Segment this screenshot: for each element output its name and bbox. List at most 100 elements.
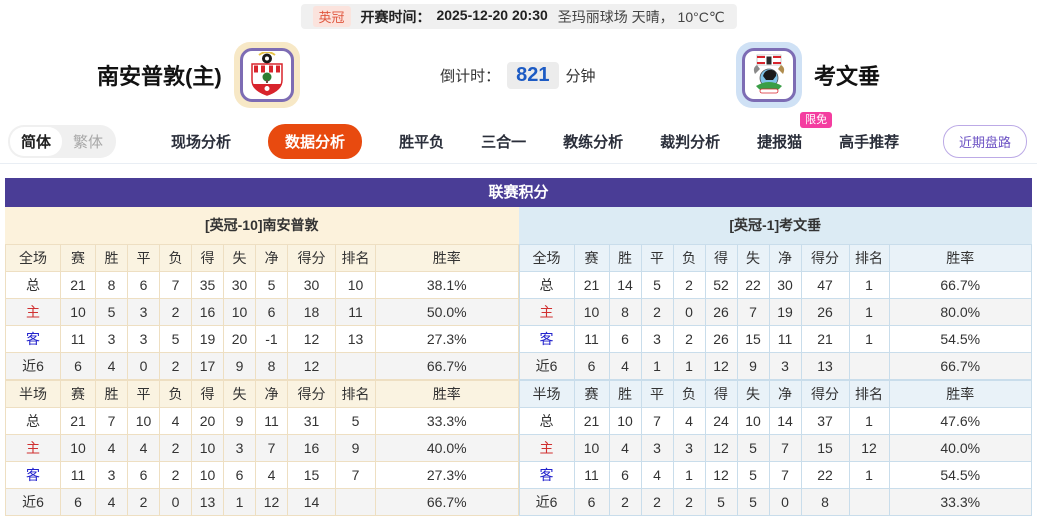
stat-cell: 9 (223, 352, 256, 380)
stat-cell: 6 (255, 298, 288, 326)
stat-cell: 54.5% (888, 325, 1032, 353)
language-toggle[interactable]: 简体 繁体 (8, 125, 117, 158)
stat-cell: 4 (672, 407, 706, 435)
stat-cell: 7 (736, 298, 770, 326)
home-team: 南安普敦(主) (97, 42, 300, 108)
table-row: 近6 6 2 2 2 5 5 0 8 33.3% (518, 488, 1032, 516)
league-badge: 英冠 (312, 6, 351, 27)
column-header: 全场 (5, 244, 61, 272)
column-header: 失 (223, 380, 256, 408)
teams-header: 南安普敦(主) 倒计时： (0, 35, 1037, 115)
table-row: 总 21 14 5 2 52 22 30 47 1 66.7% (518, 271, 1032, 299)
stat-cell: 14 (608, 271, 642, 299)
tab-胜平负[interactable]: 胜平负 (399, 134, 445, 151)
column-header: 得分 (800, 244, 850, 272)
stat-cell: 19 (768, 298, 802, 326)
countdown-label: 倒计时： (440, 67, 501, 85)
tab-高手推荐[interactable]: 高手推荐 (839, 134, 900, 151)
stat-cell: 1 (848, 325, 890, 353)
stat-cell: 2 (640, 488, 674, 516)
stat-cell: 4 (95, 434, 128, 462)
stat-cell: 10 (191, 434, 224, 462)
stat-cell: 3 (95, 325, 128, 353)
lang-simplified[interactable]: 简体 (10, 127, 63, 156)
stat-cell: 11 (60, 325, 96, 353)
table-header-row: 半场赛胜平负得失净得分 排名 胜率 (5, 380, 519, 408)
column-header: 得分 (287, 380, 336, 408)
column-header: 胜 (95, 380, 128, 408)
stat-cell: 7 (95, 407, 128, 435)
tab-现场分析[interactable]: 现场分析 (171, 134, 232, 151)
column-header: 排名 (848, 380, 890, 408)
table-row: 客 11 6 3 2 26 15 11 21 1 54.5% (518, 325, 1032, 353)
column-header: 得分 (800, 380, 850, 408)
stat-cell: 16 (191, 298, 224, 326)
stat-cell: 10 (223, 298, 256, 326)
stat-cell: 0 (127, 352, 160, 380)
stat-cell: 2 (672, 488, 706, 516)
stat-cell: 4 (608, 352, 642, 380)
column-header: 平 (127, 244, 160, 272)
stat-cell: 9 (223, 407, 256, 435)
lang-traditional[interactable]: 繁体 (73, 134, 104, 151)
stat-cell: 9 (736, 352, 770, 380)
venue-weather: 圣玛丽球场 天晴， 10°C℃ (557, 8, 725, 25)
stat-cell: 9 (335, 434, 376, 462)
stat-cell: 4 (127, 434, 160, 462)
column-header: 半场 (518, 380, 575, 408)
home-team-name: 南安普敦(主) (97, 64, 222, 89)
stat-cell: 3 (95, 461, 128, 489)
stat-cell: 26 (704, 298, 738, 326)
table-header-row: 全场赛胜平负得失净得分 排名 胜率 (5, 244, 519, 272)
stat-cell: 52 (704, 271, 738, 299)
tab-捷报猫[interactable]: 捷报猫 限免 (757, 112, 833, 158)
recent-odds-button[interactable]: 近期盘路 (942, 125, 1027, 158)
coventry-crest-icon (741, 48, 796, 102)
stat-cell: 8 (95, 271, 128, 299)
column-header: 赛 (573, 380, 610, 408)
stat-cell: 10 (608, 407, 642, 435)
tab-教练分析[interactable]: 教练分析 (563, 134, 624, 151)
stat-cell: 19 (191, 325, 224, 353)
tab-裁判分析[interactable]: 裁判分析 (660, 134, 721, 151)
column-header: 排名 (848, 244, 890, 272)
stat-cell (848, 488, 890, 516)
stat-cell: 11 (573, 461, 610, 489)
home-full-table: 全场赛胜平负得失净得分 排名 胜率总 21 8 6 7 35 30 5 30 10 38.1% 主 10 5 3… (5, 244, 519, 380)
table-row: 近6 6 4 1 1 12 9 3 13 66.7% (518, 352, 1032, 380)
panel-title: 联赛积分 (5, 178, 1032, 207)
stat-cell: 21 (60, 407, 96, 435)
stat-cell: 2 (640, 298, 674, 326)
table-row: 客 11 6 4 1 12 5 7 22 1 54.5% (518, 461, 1032, 489)
stat-cell: 27.3% (375, 325, 519, 353)
column-header: 得 (191, 244, 224, 272)
stat-cell: 7 (768, 434, 802, 462)
stat-cell: 21 (800, 325, 850, 353)
stat-cell: 33.3% (375, 407, 519, 435)
stat-cell: 66.7% (375, 352, 519, 380)
column-header: 得分 (287, 244, 336, 272)
table-header-row: 半场赛胜平负得失净得分 排名 胜率 (518, 380, 1032, 408)
stat-cell: 27.3% (375, 461, 519, 489)
stat-cell: 6 (573, 352, 610, 380)
stat-cell: 1 (672, 461, 706, 489)
stat-cell: 66.7% (888, 271, 1032, 299)
stat-cell: 5 (736, 434, 770, 462)
column-header: 排名 (335, 380, 376, 408)
tab-三合一[interactable]: 三合一 (481, 134, 527, 151)
stat-cell: 6 (608, 461, 642, 489)
away-section-header: [英冠-1]考文垂 (518, 207, 1032, 244)
stat-cell: 8 (255, 352, 288, 380)
column-header: 胜率 (888, 380, 1032, 408)
stat-cell: 2 (127, 488, 160, 516)
tab-数据分析[interactable]: 数据分析 (268, 124, 363, 159)
stat-cell: 10 (127, 407, 160, 435)
table-row: 主 10 4 3 3 12 5 7 15 12 40.0% (518, 434, 1032, 462)
stat-cell: 17 (191, 352, 224, 380)
stat-cell: 5 (640, 271, 674, 299)
stat-cell: 11 (768, 325, 802, 353)
stat-cell: 10 (191, 461, 224, 489)
home-team-logo (233, 42, 300, 108)
countdown: 倒计时： 821 分钟 (300, 61, 736, 89)
row-label: 总 (518, 407, 575, 435)
